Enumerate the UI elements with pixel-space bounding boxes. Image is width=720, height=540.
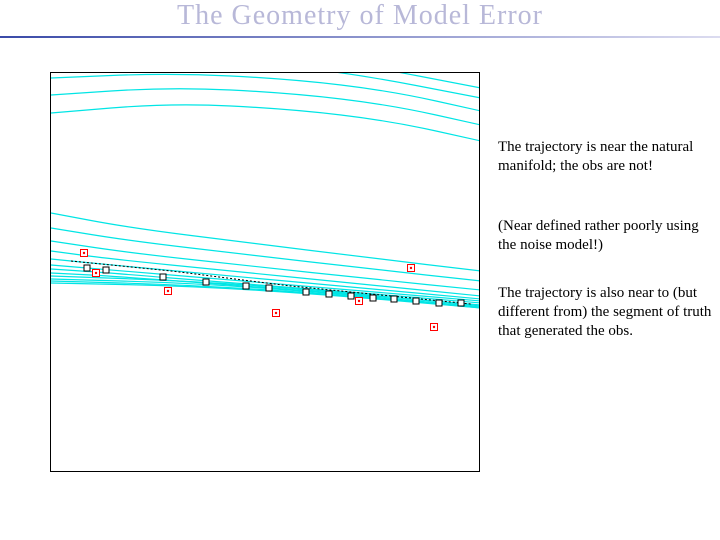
slide-title: The Geometry of Model Error (0, 0, 720, 32)
trajectory-marker (84, 265, 90, 271)
trajectory-marker (303, 289, 309, 295)
manifold-curve (51, 73, 480, 98)
trajectory-plot (50, 72, 480, 472)
obs-marker (408, 265, 415, 272)
obs-marker (356, 298, 363, 305)
obs-marker (93, 270, 100, 277)
annotation-text-3: The trajectory is also near to (but diff… (498, 284, 720, 340)
obs-marker (273, 310, 280, 317)
trajectory-marker (413, 298, 419, 304)
trajectory-marker (348, 293, 354, 299)
trajectory-marker (436, 300, 442, 306)
trajectory-marker (103, 267, 109, 273)
annotation-text-1: The trajectory is near the natural manif… (498, 138, 713, 176)
obs-marker (81, 250, 88, 257)
trajectory-marker (370, 295, 376, 301)
slide-body: The trajectory is near the natural manif… (0, 62, 720, 522)
title-underline (0, 36, 720, 38)
trajectory-marker (391, 296, 397, 302)
trajectory-marker (203, 279, 209, 285)
trajectory-marker (458, 300, 464, 306)
manifold-curve (51, 89, 480, 125)
trajectory-marker (266, 285, 272, 291)
manifold-curve (51, 74, 480, 111)
plot-svg (51, 73, 480, 472)
manifold-curve (51, 213, 480, 271)
trajectory-marker (243, 283, 249, 289)
obs-marker (431, 324, 438, 331)
obs-marker (165, 288, 172, 295)
trajectory-marker (326, 291, 332, 297)
annotation-text-2: (Near defined rather poorly using the no… (498, 217, 720, 255)
trajectory-marker (160, 274, 166, 280)
